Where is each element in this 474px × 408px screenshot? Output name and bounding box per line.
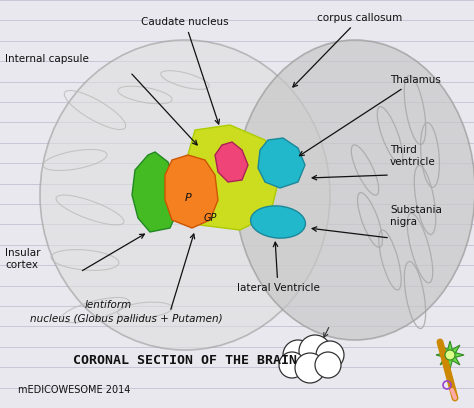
Polygon shape [165,155,218,228]
Text: Caudate nucleus: Caudate nucleus [141,17,229,124]
Text: Internal capsule: Internal capsule [5,54,89,64]
Text: Third
ventricle: Third ventricle [390,145,436,167]
Text: nucleus (Globus pallidus + Putamen): nucleus (Globus pallidus + Putamen) [30,314,223,324]
Ellipse shape [251,206,305,238]
Text: corpus callosum: corpus callosum [293,13,402,87]
Circle shape [445,350,455,360]
Polygon shape [436,341,464,369]
Polygon shape [132,152,178,232]
Text: CORONAL SECTION OF THE BRAIN: CORONAL SECTION OF THE BRAIN [73,353,297,366]
Text: Substania
nigra: Substania nigra [390,205,442,227]
Text: P: P [185,193,191,203]
Text: Insular
cortex: Insular cortex [5,248,40,270]
Circle shape [295,353,325,383]
Text: lateral Ventricle: lateral Ventricle [237,242,319,293]
Circle shape [299,335,331,367]
Circle shape [315,352,341,378]
Polygon shape [185,125,280,230]
Circle shape [283,340,313,370]
Circle shape [316,341,344,369]
Circle shape [279,352,305,378]
Text: mEDICOWESOME 2014: mEDICOWESOME 2014 [18,385,130,395]
Text: GP: GP [203,213,217,223]
Ellipse shape [40,40,330,350]
Text: Thalamus: Thalamus [300,75,441,156]
Polygon shape [258,138,305,188]
Text: lentiform: lentiform [85,300,132,310]
Polygon shape [215,142,248,182]
Ellipse shape [235,40,474,340]
